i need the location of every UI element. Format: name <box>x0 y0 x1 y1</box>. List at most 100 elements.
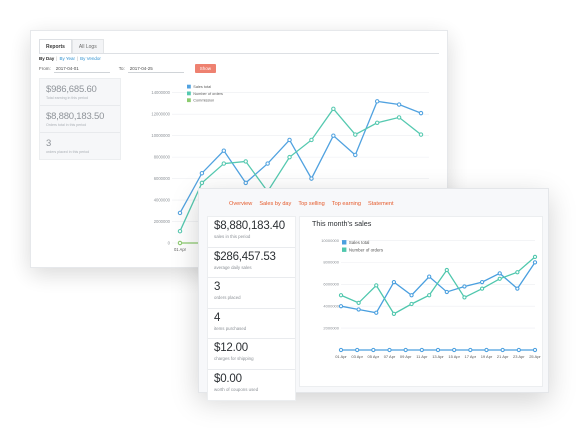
data-point <box>515 270 520 275</box>
data-point <box>374 120 380 126</box>
stat-average-daily: $286,457.53 average daily sales <box>208 248 295 278</box>
data-point <box>435 347 441 353</box>
stat-label: Total earning in this period <box>46 96 88 100</box>
legend-label: Sales total <box>349 240 370 245</box>
data-point <box>265 161 270 166</box>
y-tick-label: 6000000 <box>154 176 171 181</box>
to-date-input[interactable]: 2017-04-25 <box>127 65 184 73</box>
stat-value: 4 <box>214 311 221 324</box>
tab-sales-by-day[interactable]: Sales by day <box>259 201 292 207</box>
data-point <box>338 293 344 298</box>
data-point <box>177 240 183 246</box>
panel-title: This month's sales <box>312 219 372 228</box>
y-tick-label: 10000000 <box>321 238 340 243</box>
series-line-number-of-orders <box>340 256 536 315</box>
data-point <box>409 301 414 307</box>
data-point <box>374 310 379 315</box>
tab-top-earning[interactable]: Top earning <box>331 201 362 207</box>
x-tick-label: 25 Apr <box>529 354 541 359</box>
tab-reports[interactable]: Reports <box>39 39 72 53</box>
x-tick-label: 21 Apr <box>497 354 509 359</box>
stat-label: sales in this period <box>214 234 251 239</box>
x-tick-label: 15 Apr <box>448 354 460 359</box>
x-tick-label: 01 Apr <box>174 247 187 252</box>
legend-swatch <box>187 91 191 96</box>
data-point <box>353 152 358 158</box>
series-line-sales-total <box>340 262 536 314</box>
data-point <box>500 347 505 353</box>
x-tick-label: 09 Apr <box>400 354 412 359</box>
data-point <box>418 132 424 137</box>
legend-label: Sales total <box>193 85 211 89</box>
x-tick-label: 19 Apr <box>481 354 493 359</box>
data-point <box>427 293 432 298</box>
data-point <box>338 347 344 353</box>
x-tick-label: 05 Apr <box>368 354 380 359</box>
link-by-day[interactable]: By Day <box>39 56 55 61</box>
data-point <box>177 228 183 234</box>
tab-all-logs[interactable]: All Logs <box>71 39 104 53</box>
stat-sales: $8,880,183.40 sales in this period <box>208 217 295 248</box>
data-point <box>287 154 292 160</box>
data-point <box>532 347 538 353</box>
data-point <box>391 279 397 285</box>
y-tick-label: 8000000 <box>323 260 339 265</box>
stat-label: average daily sales <box>214 264 252 270</box>
sales-report-panel: Overview Sales by day Top selling Top ea… <box>198 188 549 401</box>
y-tick-label: 8000000 <box>154 154 171 159</box>
link-by-year[interactable]: By Year <box>59 56 75 61</box>
data-point <box>387 347 392 353</box>
y-tick-label: 2000000 <box>323 325 339 330</box>
stat-label: orders placed <box>214 295 241 300</box>
stat-orders-placed: 3 orders placed in this period <box>40 133 120 159</box>
stat-value: $0.00 <box>214 372 242 385</box>
data-point <box>177 210 183 216</box>
stat-label: items purchased <box>214 325 247 331</box>
data-point <box>479 279 485 285</box>
tab-top-selling[interactable]: Top selling <box>298 201 325 207</box>
data-point <box>419 347 424 353</box>
from-date-input[interactable]: 2017-04-01 <box>53 65 110 73</box>
tab-statement[interactable]: Statement <box>368 201 394 207</box>
summary-sidebar: $8,880,183.40 sales in this period $286,… <box>207 216 296 401</box>
data-point <box>331 106 336 112</box>
series-line-sales-total <box>179 100 422 214</box>
data-point <box>468 347 473 353</box>
stat-items-purchased: 4 items purchased <box>208 309 295 339</box>
stat-shipping: $12.00 charges for shipping <box>208 339 295 370</box>
y-tick-label: 2000000 <box>154 219 171 224</box>
link-by-vendor[interactable]: By Vendor <box>80 56 101 61</box>
legend-label: Commission <box>193 99 214 103</box>
legend-swatch <box>187 98 191 103</box>
data-point <box>221 148 227 153</box>
stat-label: orders placed in this period <box>46 150 90 154</box>
tab-divider <box>39 53 439 54</box>
data-point <box>516 347 521 353</box>
data-point <box>396 115 402 120</box>
legend-swatch <box>342 240 347 245</box>
data-point <box>532 254 538 260</box>
x-tick-label: 17 Apr <box>465 354 477 359</box>
data-point <box>371 347 376 353</box>
data-point <box>391 311 397 316</box>
data-point <box>532 260 538 265</box>
data-point <box>353 132 358 137</box>
chart-panel <box>299 216 543 387</box>
stat-label: charges for shipping <box>214 356 254 361</box>
back-summary-sidebar: $986,685.60 Total earning in this period… <box>39 78 121 160</box>
stat-value: $986,685.60 <box>46 84 97 95</box>
data-point <box>221 161 227 166</box>
data-point <box>199 171 205 176</box>
monthly-sales-line-chart: 10000000 8000000 6000000 4000000 2000000 01 A… <box>321 238 541 359</box>
x-tick-label: 07 Apr <box>384 354 396 359</box>
to-label: To: <box>118 66 125 71</box>
data-point <box>331 133 336 138</box>
tab-overview[interactable]: Overview <box>229 201 253 207</box>
data-point <box>199 180 205 186</box>
legend-label: Number of orders <box>349 247 384 252</box>
show-button[interactable]: Show <box>194 64 217 73</box>
stat-value: 3 <box>214 281 221 293</box>
data-point <box>338 304 344 309</box>
x-tick-label: 01 Apr <box>335 354 347 359</box>
y-tick-label: 4000000 <box>154 197 171 202</box>
